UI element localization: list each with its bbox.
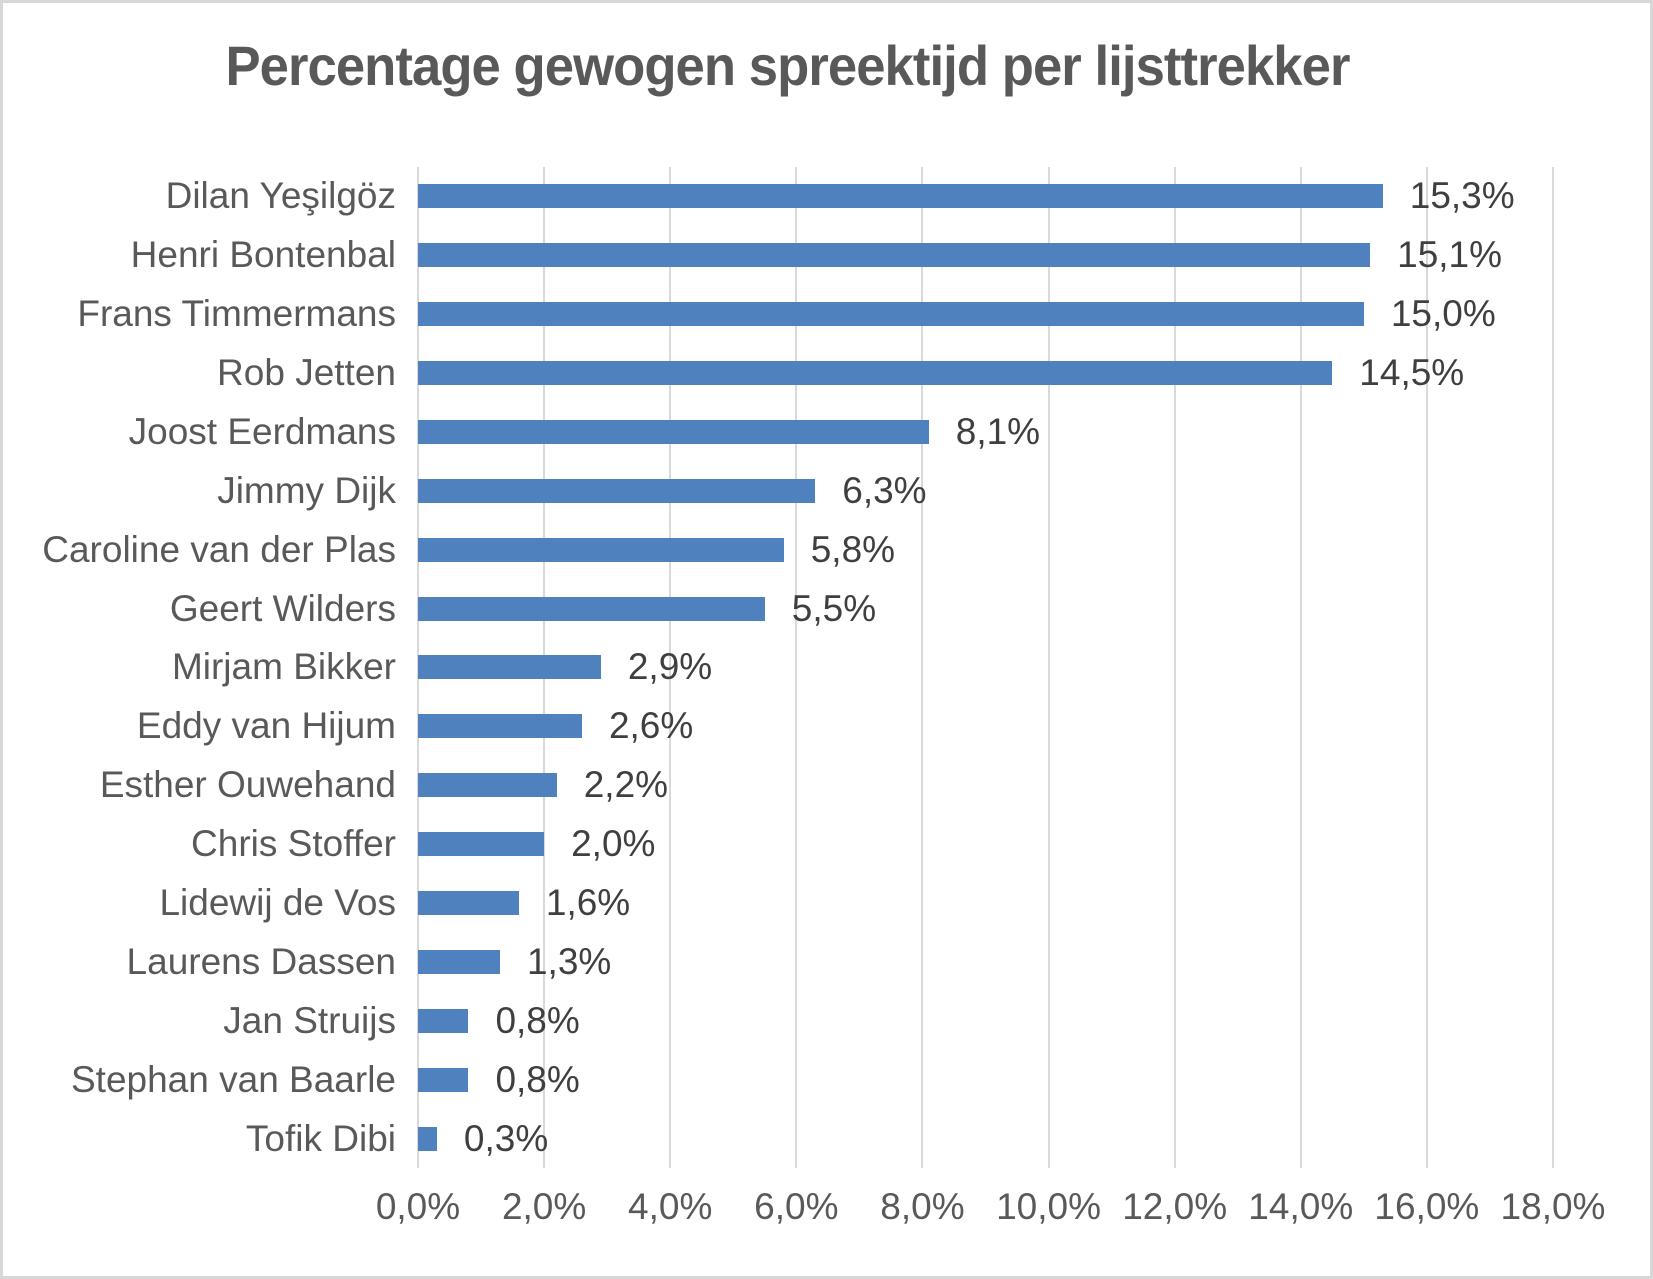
bar-row: 1,3% — [418, 932, 1553, 991]
data-label: 8,1% — [955, 410, 1041, 452]
category-label: Esther Ouwehand — [99, 764, 396, 806]
data-label: 5,5% — [791, 587, 877, 629]
category-label: Eddy van Hijum — [136, 705, 396, 747]
bar — [418, 184, 1383, 209]
x-tick-label: 0,0% — [375, 1186, 461, 1227]
data-label: 0,3% — [463, 1117, 549, 1159]
data-label: 2,2% — [583, 764, 669, 806]
category-label: Caroline van der Plas — [42, 528, 396, 570]
bar — [418, 302, 1364, 327]
category-label: Lidewij de Vos — [159, 882, 396, 924]
category-label: Tofik Dibi — [245, 1117, 396, 1159]
bar-row: 15,0% — [418, 285, 1553, 344]
data-label: 0,8% — [495, 1058, 580, 1100]
chart-title: Percentage gewogen spreektijd per lijstt… — [225, 34, 1350, 97]
bar — [418, 655, 601, 680]
x-tick-label: 12,0% — [1122, 1186, 1228, 1227]
bar — [418, 714, 582, 739]
category-axis: Dilan Yeşilgöz Henri Bontenbal Frans Timme… — [19, 167, 396, 1168]
category-label: Joost Eerdmans — [128, 410, 396, 452]
bar-row: 2,6% — [418, 697, 1553, 756]
x-tick-label: 18,0% — [1500, 1186, 1606, 1227]
data-label: 0,8% — [495, 999, 580, 1041]
data-label: 14,5% — [1359, 352, 1465, 394]
category-label: Frans Timmermans — [77, 293, 396, 335]
bar-row: 2,2% — [418, 756, 1553, 815]
data-label: 2,9% — [627, 646, 713, 688]
bar — [418, 832, 545, 857]
category-label: Henri Bontenbal — [130, 234, 396, 276]
bar — [418, 1067, 469, 1092]
bar-row: 6,3% — [418, 461, 1553, 520]
bar — [418, 361, 1333, 386]
bar — [418, 243, 1371, 268]
bar — [418, 1126, 437, 1151]
grid-line — [1047, 167, 1050, 1168]
bar-row: 2,9% — [418, 638, 1553, 697]
category-label: Jimmy Dijk — [217, 469, 396, 511]
bar-row: 5,8% — [418, 520, 1553, 579]
grid-line — [1552, 167, 1554, 1168]
grid-line — [1299, 167, 1302, 1168]
bar — [418, 419, 929, 444]
bar — [418, 773, 557, 798]
data-label: 15,1% — [1397, 234, 1503, 276]
grid-line — [669, 167, 672, 1168]
bar-row: 14,5% — [418, 344, 1553, 403]
bar-row: 0,8% — [418, 1050, 1553, 1109]
data-label: 2,6% — [608, 705, 694, 747]
bar-row: 15,3% — [418, 167, 1553, 226]
category-label: Jan Struijs — [223, 999, 396, 1041]
x-tick-label: 16,0% — [1374, 1186, 1480, 1227]
data-label: 6,3% — [842, 469, 927, 511]
bar-row: 5,5% — [418, 579, 1553, 638]
bar — [418, 1008, 469, 1033]
x-tick-label: 6,0% — [754, 1186, 839, 1227]
grid-line — [1173, 167, 1176, 1168]
grid-line — [1425, 167, 1428, 1168]
category-label: Geert Wilders — [169, 587, 396, 629]
data-label: 1,6% — [545, 882, 631, 924]
x-tick-label: 8,0% — [880, 1186, 965, 1227]
bar-row: 2,0% — [418, 815, 1553, 874]
x-tick-label: 4,0% — [628, 1186, 713, 1227]
category-label: Mirjam Bikker — [171, 646, 396, 688]
bar — [418, 891, 519, 916]
category-label: Laurens Dassen — [126, 940, 396, 982]
bar — [418, 596, 765, 621]
category-label: Stephan van Baarle — [70, 1058, 396, 1100]
data-label: 5,8% — [810, 528, 896, 570]
data-label: 15,3% — [1409, 175, 1515, 217]
data-label: 15,0% — [1390, 293, 1496, 335]
data-label: 1,3% — [526, 940, 612, 982]
x-tick-label: 10,0% — [996, 1186, 1102, 1227]
bar-row: 15,1% — [418, 226, 1553, 285]
grid-line — [921, 167, 924, 1168]
bar-row: 8,1% — [418, 403, 1553, 462]
category-label: Rob Jetten — [217, 352, 396, 394]
bar — [418, 478, 816, 503]
x-tick-label: 2,0% — [501, 1186, 587, 1227]
grid-line — [795, 167, 798, 1168]
category-label: Chris Stoffer — [191, 823, 396, 865]
x-tick-label: 14,0% — [1248, 1186, 1354, 1227]
bar-row: 0,3% — [418, 1109, 1553, 1168]
bar — [418, 949, 500, 974]
bar-row: 0,8% — [418, 991, 1553, 1050]
plot-area: 15,3% 15,1% 15,0% 14,5% 8,1% 6,3% 5,8% 5,5% 2,9%… — [417, 167, 1554, 1168]
category-label: Dilan Yeşilgöz — [165, 175, 396, 217]
bar-row: 1,6% — [418, 874, 1553, 933]
data-label: 2,0% — [571, 823, 656, 865]
bar — [418, 537, 784, 562]
